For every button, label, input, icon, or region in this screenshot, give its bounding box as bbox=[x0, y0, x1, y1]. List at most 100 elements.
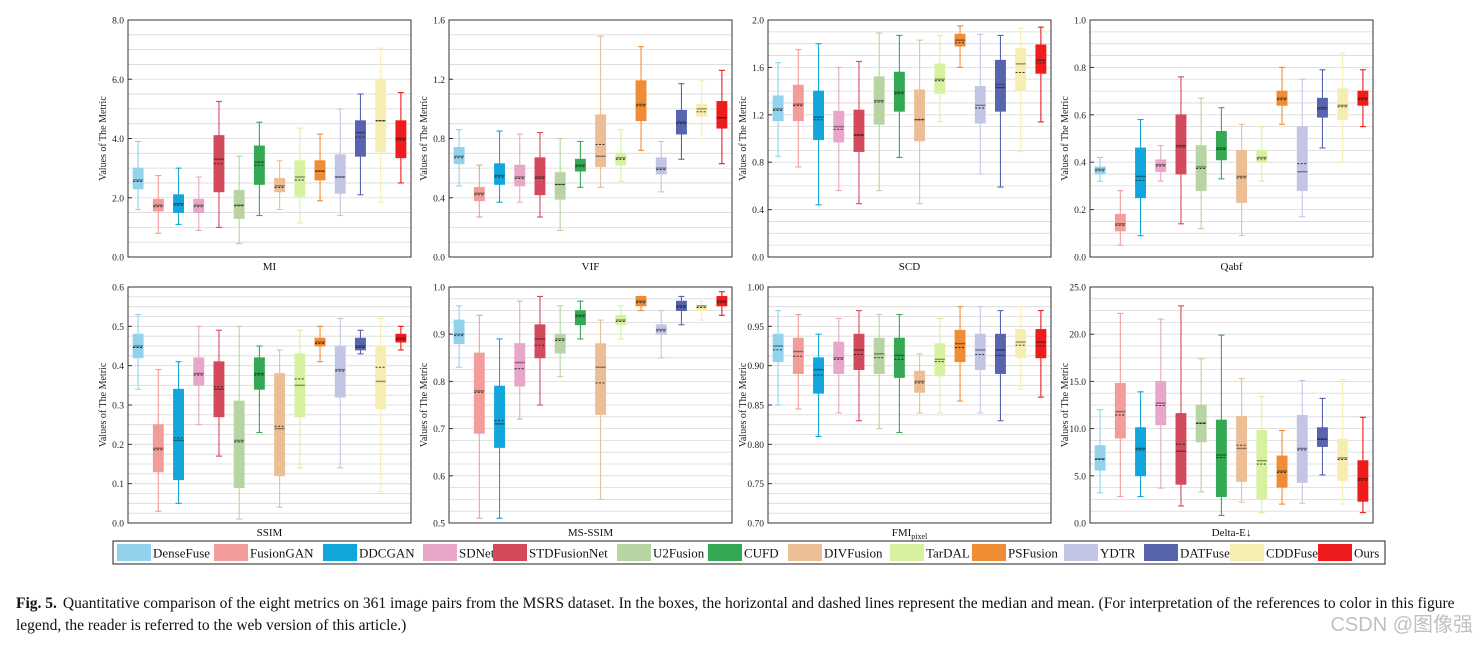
box-cufd bbox=[574, 140, 586, 188]
legend-item-stdfusionnet: STDFusionNet bbox=[493, 544, 608, 561]
iqr-box bbox=[914, 89, 926, 142]
box-ddcgan bbox=[813, 333, 824, 438]
box-densefuse bbox=[1094, 156, 1106, 182]
iqr-box bbox=[395, 120, 407, 159]
iqr-box bbox=[375, 78, 387, 153]
iqr-box bbox=[696, 305, 708, 312]
y-tick-label: 0.4 bbox=[112, 362, 124, 372]
box-fusiongan bbox=[1114, 312, 1126, 498]
panel-scd: 0.0 0.4 0.8 1.2 1.6 2.0 Values of The Metric SC… bbox=[738, 17, 1052, 273]
iqr-box bbox=[1135, 427, 1146, 477]
iqr-box bbox=[1015, 329, 1027, 359]
box-psfusion bbox=[635, 46, 647, 151]
box-ours bbox=[395, 325, 407, 351]
y-axis-label: Values of The Metric bbox=[419, 362, 430, 447]
box-fusiongan bbox=[152, 174, 164, 234]
legend-swatch bbox=[972, 544, 1006, 561]
legend-label: STDFusionNet bbox=[529, 546, 608, 561]
y-tick-label: 10.0 bbox=[1069, 425, 1086, 435]
y-tick-label: 0.8 bbox=[752, 159, 764, 169]
box-cddfuse bbox=[1337, 378, 1349, 505]
caption-text: Quantitative comparison of the eight met… bbox=[16, 595, 1455, 634]
box-cufd bbox=[253, 121, 265, 217]
box-densefuse bbox=[772, 310, 784, 406]
box-ours bbox=[1357, 416, 1369, 514]
box-u2fusion bbox=[554, 305, 566, 378]
iqr-box bbox=[173, 388, 184, 481]
legend-label: DenseFuse bbox=[153, 546, 210, 561]
iqr-box bbox=[514, 164, 526, 187]
box-densefuse bbox=[453, 129, 465, 187]
box-tardal bbox=[615, 129, 627, 183]
legend-label: DIVFusion bbox=[824, 546, 883, 561]
legend-label: YDTR bbox=[1100, 546, 1136, 561]
iqr-box bbox=[813, 357, 824, 394]
panel-title: VIF bbox=[582, 261, 600, 273]
iqr-box bbox=[274, 373, 286, 477]
box-tardal bbox=[934, 34, 946, 123]
legend-swatch bbox=[708, 544, 742, 561]
box-cufd bbox=[1215, 334, 1227, 516]
panel-title: Delta-E↓ bbox=[1212, 527, 1252, 539]
box-stdfusionnet bbox=[213, 329, 225, 457]
y-tick-label: 1.6 bbox=[433, 17, 445, 27]
box-stdfusionnet bbox=[853, 310, 865, 422]
box-cufd bbox=[893, 313, 905, 434]
iqr-box bbox=[1357, 460, 1369, 502]
y-axis-label: Values of The Metric bbox=[1060, 362, 1071, 447]
y-tick-label: 2.0 bbox=[752, 17, 764, 27]
iqr-box bbox=[534, 324, 546, 359]
y-tick-label: 1.00 bbox=[747, 284, 764, 294]
y-tick-label: 0.75 bbox=[747, 480, 764, 490]
panel-msssim: 0.5 0.6 0.7 0.8 0.9 1.0 Values of The Metric MS… bbox=[419, 284, 733, 539]
y-tick-label: 0.0 bbox=[1074, 254, 1086, 264]
iqr-box bbox=[334, 154, 346, 194]
panel-fmi: 0.70 0.75 0.80 0.85 0.90 0.95 1.00 Values of Th… bbox=[738, 284, 1052, 541]
legend-swatch bbox=[1144, 544, 1178, 561]
box-cddfuse bbox=[696, 300, 708, 321]
box-ydtr bbox=[974, 306, 986, 414]
legend-swatch bbox=[1230, 544, 1264, 561]
legend-item-ydtr: YDTR bbox=[1064, 544, 1136, 561]
legend-item-tardal: TarDAL bbox=[890, 544, 970, 561]
box-ydtr bbox=[334, 317, 346, 469]
legend-swatch bbox=[493, 544, 527, 561]
box-cddfuse bbox=[1015, 27, 1027, 153]
iqr-box bbox=[893, 337, 905, 378]
y-tick-label: 0.4 bbox=[1074, 159, 1086, 169]
legend-item-divfusion: DIVFusion bbox=[788, 544, 883, 561]
iqr-box bbox=[1175, 114, 1187, 175]
panel-deltae: 0.0 5.0 10.0 15.0 20.0 25.0 Values of The Metr… bbox=[1060, 284, 1374, 539]
y-tick-label: 1.0 bbox=[1074, 17, 1086, 27]
legend-swatch bbox=[617, 544, 651, 561]
box-divfusion bbox=[595, 319, 607, 500]
iqr-box bbox=[355, 120, 366, 157]
iqr-box bbox=[453, 319, 465, 345]
box-stdfusionnet bbox=[1175, 305, 1187, 507]
y-axis-label: Values of The Metric bbox=[419, 96, 430, 181]
legend-item-cddfuse: CDDFuse bbox=[1230, 544, 1318, 561]
y-tick-label: 1.6 bbox=[752, 64, 764, 74]
y-axis-label: Values of The Metric bbox=[98, 96, 109, 181]
box-ydtr bbox=[334, 108, 346, 217]
iqr-box bbox=[193, 357, 205, 386]
legend-label: FusionGAN bbox=[250, 546, 314, 561]
box-cddfuse bbox=[1337, 52, 1349, 163]
box-sdnet bbox=[193, 325, 205, 426]
box-u2fusion bbox=[873, 313, 885, 430]
panel-title: Qabf bbox=[1221, 261, 1243, 273]
legend-item-ours: Ours bbox=[1318, 544, 1379, 561]
box-densefuse bbox=[1094, 409, 1106, 494]
box-fusiongan bbox=[1114, 190, 1126, 246]
box-u2fusion bbox=[873, 32, 885, 192]
y-tick-label: 0.6 bbox=[1074, 111, 1086, 121]
box-ours bbox=[716, 291, 728, 316]
iqr-box bbox=[494, 385, 505, 448]
box-sdnet bbox=[833, 66, 845, 192]
iqr-box bbox=[473, 186, 485, 202]
y-tick-label: 0.1 bbox=[112, 480, 124, 490]
legend-swatch bbox=[890, 544, 924, 561]
iqr-box bbox=[772, 333, 784, 363]
legend-item-datfuse: DATFuse bbox=[1144, 544, 1230, 561]
y-tick-label: 6.0 bbox=[112, 76, 124, 86]
